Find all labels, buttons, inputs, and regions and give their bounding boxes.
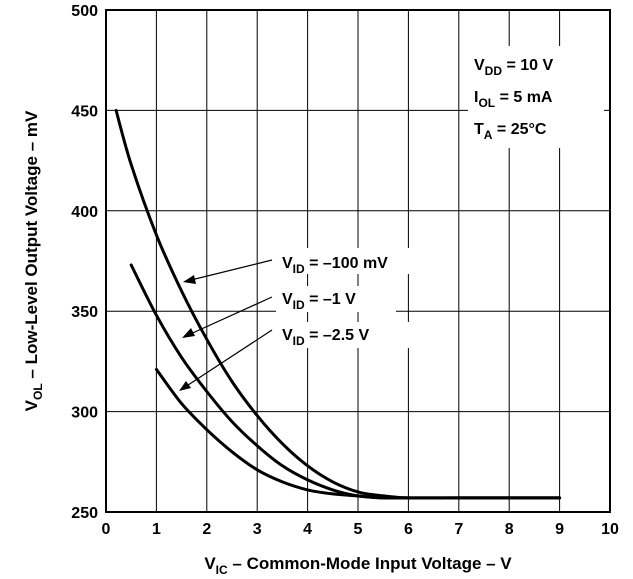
leader-arrow-100mv [186, 259, 273, 282]
y-axis-title-main: V [22, 399, 41, 411]
arrowhead-100mv [183, 275, 196, 284]
label-vid-100mv: VID = –100 mV [282, 255, 388, 276]
x-tick-labels: 0 1 2 3 4 5 6 7 8 9 10 [102, 521, 619, 538]
label-vid-1v-main: V [282, 291, 293, 308]
x-tick-label: 0 [102, 521, 111, 538]
condition-ta-rest: = 25°C [492, 121, 546, 138]
plot-border [105, 9, 611, 513]
x-tick-label: 9 [555, 521, 564, 538]
condition-vdd: VDD = 10 V [474, 57, 553, 78]
y-tick-label: 350 [71, 304, 98, 321]
condition-ta-main: T [474, 121, 484, 138]
series-line-2 [154, 367, 562, 500]
label-vid-1v-rest: = –1 V [305, 291, 356, 308]
y-axis-title-rest: – Low-Level Output Voltage – mV [22, 110, 41, 383]
condition-ta-sub: A [484, 128, 493, 142]
label-bg-1v [276, 286, 396, 312]
condition-vdd-sub: DD [485, 64, 503, 78]
x-axis-title-main: V [204, 554, 216, 573]
label-vid-100mv-rest: = –100 mV [305, 255, 389, 272]
x-tick-label: 3 [253, 521, 262, 538]
condition-vdd-rest: = 10 V [502, 57, 553, 74]
arrowhead-2-5v [179, 381, 191, 391]
y-tick-label: 450 [71, 103, 98, 120]
y-tick-label: 500 [71, 3, 98, 20]
arrowhead-1v [182, 328, 195, 338]
x-tick-label: 8 [505, 521, 514, 538]
y-tick-label: 300 [71, 405, 98, 422]
conditions-background [468, 46, 604, 148]
leader-arrow-1v [185, 296, 273, 337]
x-axis-title: VIC – Common-Mode Input Voltage – V [204, 554, 512, 577]
condition-vdd-main: V [474, 57, 485, 74]
y-tick-labels: 250 300 350 400 450 500 [71, 3, 98, 522]
y-axis-title: VOL – Low-Level Output Voltage – mV [22, 110, 45, 411]
x-tick-label: 10 [601, 521, 619, 538]
condition-iol-sub: OL [478, 96, 495, 110]
label-bg-2-5v [276, 322, 416, 348]
x-tick-label: 5 [354, 521, 363, 538]
condition-iol-rest: = 5 mA [495, 89, 553, 106]
y-tick-label: 400 [71, 204, 98, 221]
label-vid-2-5v: VID = –2.5 V [282, 327, 369, 348]
label-vid-100mv-main: V [282, 255, 293, 272]
condition-iol-main: I [474, 89, 478, 106]
label-bg-100mv [276, 248, 440, 274]
x-tick-label: 6 [404, 521, 413, 538]
curve-annotations: VID = –100 mV VID = –1 V VID = –2.5 V [179, 248, 440, 391]
x-tick-label: 4 [303, 521, 312, 538]
leader-arrow-2-5v [181, 329, 273, 390]
x-tick-label: 7 [454, 521, 463, 538]
condition-ta: TA = 25°C [474, 121, 547, 142]
conditions: VDD = 10 V IOL = 5 mA TA = 25°C [468, 46, 604, 148]
x-axis-title-sub: IC [216, 563, 228, 577]
x-axis-title-rest: – Common-Mode Input Voltage – V [228, 554, 513, 573]
label-vid-2-5v-sub: ID [293, 334, 305, 348]
label-vid-2-5v-rest: = –2.5 V [305, 327, 370, 344]
y-axis-title-sub: OL [31, 383, 45, 400]
condition-iol: IOL = 5 mA [474, 89, 553, 110]
label-vid-100mv-sub: ID [293, 262, 305, 276]
label-vid-2-5v-main: V [282, 327, 293, 344]
x-tick-label: 1 [152, 521, 161, 538]
x-tick-label: 2 [202, 521, 211, 538]
label-vid-1v: VID = –1 V [282, 291, 356, 312]
label-vid-1v-sub: ID [293, 298, 305, 312]
series-lines [114, 108, 562, 500]
y-tick-label: 250 [71, 505, 98, 522]
